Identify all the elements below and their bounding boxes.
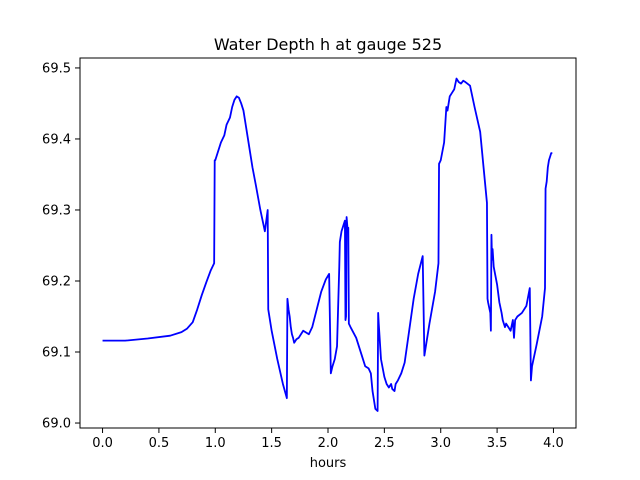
y-tick-label: 69.5: [42, 61, 71, 76]
x-tick-label: 0.5: [149, 436, 170, 451]
x-axis: 0.0 0.5 1.0 1.5 2.0 2.5 3.0 3.5 4.0: [92, 428, 564, 451]
series-layer: [102, 77, 553, 412]
x-tick-label: 1.0: [205, 436, 226, 451]
x-tick-label: 3.0: [430, 436, 451, 451]
x-tick-label: 2.0: [318, 436, 339, 451]
y-tick-label: 69.3: [42, 203, 71, 218]
x-tick-label: 1.5: [261, 436, 282, 451]
x-tick-label: 0.0: [92, 436, 113, 451]
plot-area-frame: [79, 57, 577, 429]
y-tick-label: 69.0: [42, 417, 71, 432]
x-tick-label: 4.0: [543, 436, 564, 451]
chart-title: Water Depth h at gauge 525: [214, 35, 442, 54]
y-tick-label: 69.2: [42, 274, 71, 289]
y-tick-label: 69.1: [42, 346, 71, 361]
y-tick-label: 69.4: [42, 132, 71, 147]
x-tick-label: 3.5: [487, 436, 508, 451]
series-line-0: [102, 77, 553, 412]
x-tick-label: 2.5: [374, 436, 395, 451]
y-axis: 69.0 69.1 69.2 69.3 69.4 69.5: [42, 61, 80, 432]
x-axis-label: hours: [310, 456, 347, 471]
